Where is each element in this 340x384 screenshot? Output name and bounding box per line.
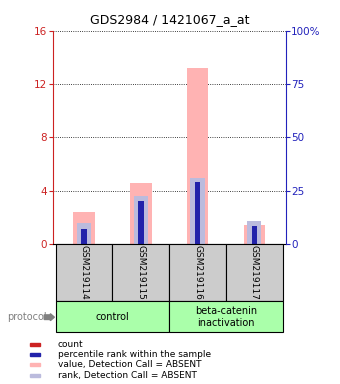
Bar (73, 212, 95, 244)
Bar (30, 363, 40, 366)
Bar (169, 244, 226, 301)
Bar (138, 201, 143, 244)
Text: GSM219116: GSM219116 (193, 245, 202, 300)
Bar (138, 240, 143, 244)
Bar (252, 242, 257, 244)
Bar (81, 239, 87, 244)
Text: GSM219114: GSM219114 (80, 245, 88, 300)
Bar (169, 301, 283, 332)
Bar (195, 182, 200, 244)
Bar (30, 343, 40, 346)
Bar (190, 178, 205, 244)
Bar (252, 226, 257, 244)
Bar (247, 222, 261, 244)
Bar (77, 223, 91, 244)
Bar (226, 244, 283, 301)
Text: count: count (58, 340, 84, 349)
Bar (112, 244, 169, 301)
Bar (130, 182, 152, 244)
Bar (195, 241, 200, 244)
Bar (81, 229, 87, 244)
Bar (55, 301, 169, 332)
Text: protocol: protocol (7, 312, 47, 322)
Bar (30, 353, 40, 356)
Text: value, Detection Call = ABSENT: value, Detection Call = ABSENT (58, 360, 201, 369)
Text: GDS2984 / 1421067_a_at: GDS2984 / 1421067_a_at (90, 13, 250, 26)
Text: beta-catenin
inactivation: beta-catenin inactivation (195, 306, 257, 328)
Bar (55, 244, 112, 301)
Bar (30, 374, 40, 377)
Bar (187, 68, 208, 244)
Text: GSM219115: GSM219115 (136, 245, 145, 300)
Text: control: control (96, 312, 129, 322)
Bar (243, 225, 265, 244)
Bar (134, 196, 148, 244)
Text: rank, Detection Call = ABSENT: rank, Detection Call = ABSENT (58, 371, 197, 380)
Text: GSM219117: GSM219117 (250, 245, 259, 300)
Text: percentile rank within the sample: percentile rank within the sample (58, 350, 211, 359)
